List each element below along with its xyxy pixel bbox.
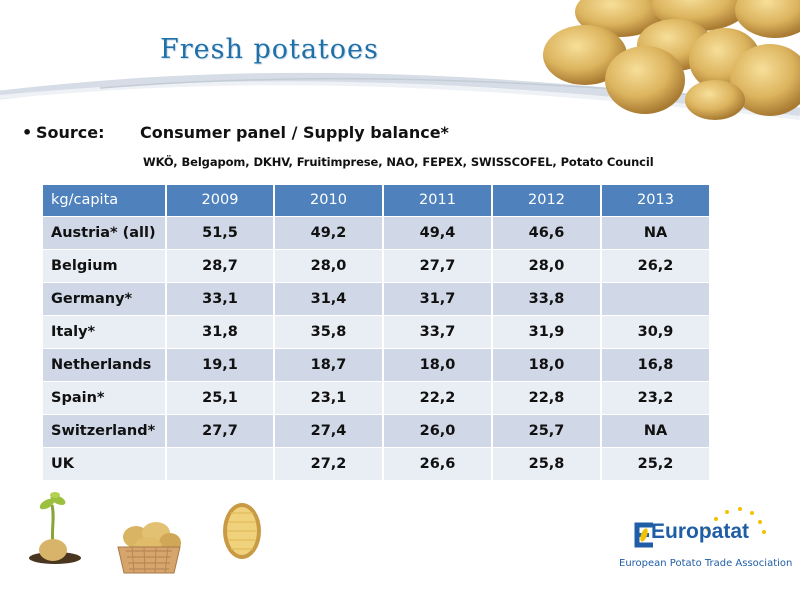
value-cell: 25,8 [492, 447, 602, 481]
header-cell: 2009 [166, 185, 275, 217]
table-row: Netherlands 19,1 18,7 18,0 18,0 16,8 [43, 348, 711, 382]
value-cell: 28,7 [166, 249, 275, 283]
value-cell: 31,8 [166, 315, 275, 349]
country-cell: Switzerland* [43, 414, 167, 448]
table-row: Italy* 31,8 35,8 33,7 31,9 30,9 [43, 315, 711, 349]
country-cell: Austria* (all) [43, 216, 167, 250]
value-cell: 35,8 [274, 315, 384, 349]
value-cell: 22,8 [492, 381, 602, 415]
half-potato-image [223, 503, 261, 559]
value-cell: 31,7 [383, 282, 493, 316]
value-cell: 27,2 [274, 447, 384, 481]
value-cell: 31,9 [492, 315, 602, 349]
potato-pile-image [543, 0, 800, 120]
table-row: Austria* (all) 51,5 49,2 49,4 46,6 NA [43, 216, 711, 250]
value-cell: 19,1 [166, 348, 275, 382]
source-organizations: WKÖ, Belgapom, DKHV, Fruitimprese, NAO, … [143, 155, 654, 169]
value-cell: 26,0 [383, 414, 493, 448]
bullet: • [22, 123, 33, 142]
country-cell: Netherlands [43, 348, 167, 382]
logo-wordmark: Europatat [651, 520, 750, 543]
value-cell: 49,2 [274, 216, 384, 250]
country-cell: Italy* [43, 315, 167, 349]
table-header-row: kg/capita 2009 2010 2011 2012 2013 [43, 185, 711, 217]
country-cell: UK [43, 447, 167, 481]
source-label: Source: [36, 123, 105, 142]
sprouting-potato-image [29, 492, 81, 564]
value-cell: NA [601, 414, 711, 448]
header-cell: 2012 [492, 185, 602, 217]
europatat-logo [634, 522, 653, 548]
value-cell: 25,1 [166, 381, 275, 415]
header-cell: 2011 [383, 185, 493, 217]
value-cell: 28,0 [492, 249, 602, 283]
country-cell: Spain* [43, 381, 167, 415]
consumption-table: kg/capita 2009 2010 2011 2012 2013 Austr… [43, 185, 711, 481]
value-cell: 16,8 [601, 348, 711, 382]
header-cell: 2010 [274, 185, 384, 217]
header-cell: kg/capita [43, 185, 167, 217]
value-cell: 23,2 [601, 381, 711, 415]
table-row: Switzerland* 27,7 27,4 26,0 25,7 NA [43, 414, 711, 448]
value-cell: 33,7 [383, 315, 493, 349]
value-cell [166, 447, 275, 481]
table-row: Spain* 25,1 23,1 22,2 22,8 23,2 [43, 381, 711, 415]
star-icon [706, 507, 766, 534]
value-cell: 49,4 [383, 216, 493, 250]
value-cell: 33,8 [492, 282, 602, 316]
source-line: • Source: Consumer panel / Supply balance* [22, 123, 449, 142]
value-cell: NA [601, 216, 711, 250]
header-cell: 2013 [601, 185, 711, 217]
value-cell: 27,7 [383, 249, 493, 283]
value-cell: 33,1 [166, 282, 275, 316]
value-cell: 18,7 [274, 348, 384, 382]
table-row: UK 27,2 26,6 25,8 25,2 [43, 447, 711, 481]
value-cell: 30,9 [601, 315, 711, 349]
source-value: Consumer panel / Supply balance* [140, 123, 449, 142]
slide-title: Fresh potatoes [160, 34, 379, 65]
table-row: Belgium 28,7 28,0 27,7 28,0 26,2 [43, 249, 711, 283]
value-cell: 28,0 [274, 249, 384, 283]
potato-basket-image [117, 522, 181, 574]
value-cell: 25,7 [492, 414, 602, 448]
value-cell [601, 282, 711, 316]
table-row: Germany* 33,1 31,4 31,7 33,8 [43, 282, 711, 316]
value-cell: 23,1 [274, 381, 384, 415]
value-cell: 26,2 [601, 249, 711, 283]
country-cell: Germany* [43, 282, 167, 316]
value-cell: 46,6 [492, 216, 602, 250]
value-cell: 51,5 [166, 216, 275, 250]
value-cell: 27,4 [274, 414, 384, 448]
value-cell: 31,4 [274, 282, 384, 316]
value-cell: 27,7 [166, 414, 275, 448]
value-cell: 18,0 [492, 348, 602, 382]
value-cell: 22,2 [383, 381, 493, 415]
value-cell: 18,0 [383, 348, 493, 382]
country-cell: Belgium [43, 249, 167, 283]
logo-tagline: European Potato Trade Association [619, 558, 793, 569]
value-cell: 25,2 [601, 447, 711, 481]
value-cell: 26,6 [383, 447, 493, 481]
